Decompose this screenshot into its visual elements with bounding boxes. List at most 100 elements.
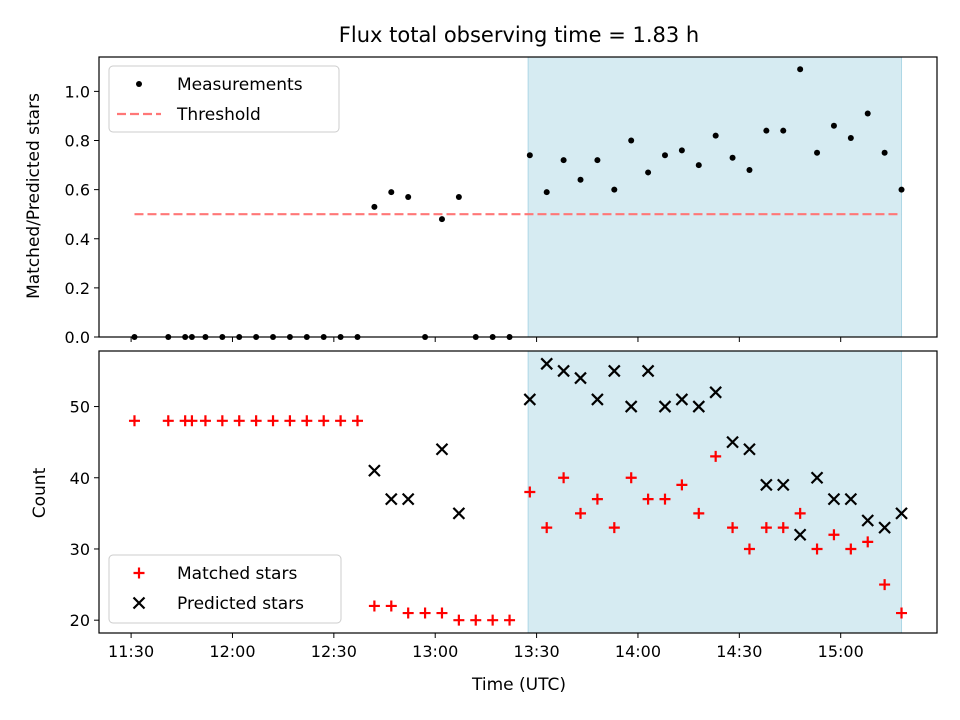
measurement-point xyxy=(763,127,770,134)
bottom-legend-box xyxy=(108,554,342,624)
legend-threshold-label: Threshold xyxy=(176,105,261,125)
predicted-stars-point xyxy=(452,507,466,520)
predicted-stars-point xyxy=(624,400,638,413)
matched-stars-point xyxy=(676,479,688,491)
measurement-point xyxy=(560,157,567,164)
measurement-point xyxy=(814,149,821,156)
measurement-point xyxy=(695,162,702,169)
matched-stars-point xyxy=(453,614,465,626)
predicted-stars-point xyxy=(776,478,790,492)
bottom-y-axis-label: Count xyxy=(30,467,50,518)
matched-stars-point xyxy=(896,607,908,619)
top-highlight-span xyxy=(527,56,903,338)
bottom-y-tick-label: 40 xyxy=(70,469,90,488)
matched-stars-point xyxy=(625,472,637,484)
top-y-axis-label: Matched/Predicted stars xyxy=(24,93,44,299)
measurement-point xyxy=(388,189,395,196)
bottom-panel: 20 30 40 50 11:30 12:00 12:30 13:00 13:30 14:00 14… xyxy=(70,350,938,661)
x-tick-label: 11:30 xyxy=(108,642,154,661)
predicted-stars-point xyxy=(709,386,722,399)
predicted-stars-point xyxy=(861,514,875,527)
x-tick-label: 14:30 xyxy=(716,642,762,661)
matched-stars-point xyxy=(710,450,722,462)
matched-stars-point xyxy=(777,522,789,534)
x-tick-label: 12:30 xyxy=(311,642,357,661)
predicted-stars-point xyxy=(401,492,415,506)
measurement-point xyxy=(371,203,378,210)
bottom-highlight-span xyxy=(527,350,903,634)
top-legend-box xyxy=(108,65,340,133)
matched-stars-point xyxy=(760,522,772,534)
top-y-tick-label: 1.0 xyxy=(65,82,90,101)
measurement-point xyxy=(881,149,888,156)
matched-stars-point xyxy=(335,415,347,427)
matched-stars-point xyxy=(284,415,296,427)
chart-title: Flux total observing time = 1.83 h xyxy=(339,23,699,47)
predicted-stars-point xyxy=(810,471,824,485)
predicted-stars-point xyxy=(523,393,537,406)
measurement-point xyxy=(438,216,445,223)
measurement-point xyxy=(864,110,871,117)
matched-stars-point xyxy=(368,600,380,612)
matched-stars-point xyxy=(659,493,671,505)
predicted-stars-point xyxy=(608,364,621,378)
legend-matched-stars-marker xyxy=(133,567,145,579)
top-panel: 0.0 0.2 0.4 0.6 0.8 1.0 Measurements Threshold xyxy=(65,56,938,347)
predicted-stars-point xyxy=(760,478,773,492)
matched-stars-point xyxy=(727,522,739,534)
top-y-tick-label: 0.2 xyxy=(65,279,90,298)
matched-stars-point xyxy=(199,415,211,427)
predicted-stars-point xyxy=(557,364,570,378)
legend-predicted-stars-marker xyxy=(132,596,146,610)
predicted-stars-point xyxy=(591,393,604,406)
x-tick-label: 13:00 xyxy=(412,642,458,661)
matched-stars-point xyxy=(128,415,140,427)
measurement-point xyxy=(577,176,584,183)
measurement-point xyxy=(405,194,412,200)
matched-stars-point xyxy=(541,522,553,534)
matched-stars-point xyxy=(862,536,874,548)
matched-stars-point xyxy=(162,415,174,427)
x-tick-label: 14:00 xyxy=(615,642,661,661)
matched-stars-point xyxy=(250,415,262,427)
x-tick-label: 13:30 xyxy=(514,642,560,661)
matched-stars-point xyxy=(828,529,840,541)
matched-stars-point xyxy=(487,614,499,626)
predicted-stars-point xyxy=(385,492,398,506)
predicted-stars-point xyxy=(793,528,807,542)
predicted-stars-point xyxy=(844,492,858,506)
bottom-y-tick-label: 20 xyxy=(70,611,90,630)
measurement-point xyxy=(543,189,550,196)
measurement-point xyxy=(847,135,854,142)
predicted-stars-point xyxy=(540,357,553,371)
matched-stars-point xyxy=(402,607,414,619)
predicted-stars-point xyxy=(692,400,706,413)
measurement-point xyxy=(797,66,804,73)
matched-stars-point xyxy=(318,415,330,427)
top-y-tick-label: 0.6 xyxy=(65,181,90,200)
predicted-stars-point xyxy=(658,400,672,413)
predicted-stars-point xyxy=(574,371,587,385)
matched-stars-point xyxy=(216,415,228,427)
bottom-axes-frame xyxy=(98,350,938,634)
matched-stars-point xyxy=(351,415,363,427)
legend-matched-stars-label: Matched stars xyxy=(177,564,297,584)
measurement-point xyxy=(526,152,533,159)
legend-predicted-stars-label: Predicted stars xyxy=(177,594,304,614)
measurement-point xyxy=(594,157,601,164)
measurement-point xyxy=(628,137,635,144)
matched-stars-point xyxy=(186,415,198,427)
matched-stars-point xyxy=(233,415,245,427)
measurement-point xyxy=(830,122,837,129)
matched-stars-point xyxy=(642,493,654,505)
measurement-point xyxy=(661,152,668,159)
matched-stars-point xyxy=(267,415,279,427)
matched-stars-point xyxy=(845,543,857,555)
measurement-point xyxy=(712,132,719,139)
predicted-stars-point xyxy=(895,507,908,520)
predicted-stars-point xyxy=(675,393,689,406)
matched-stars-point xyxy=(504,614,516,626)
predicted-stars-point xyxy=(368,464,381,477)
matched-stars-point xyxy=(693,507,705,519)
matched-stars-point xyxy=(524,486,536,498)
